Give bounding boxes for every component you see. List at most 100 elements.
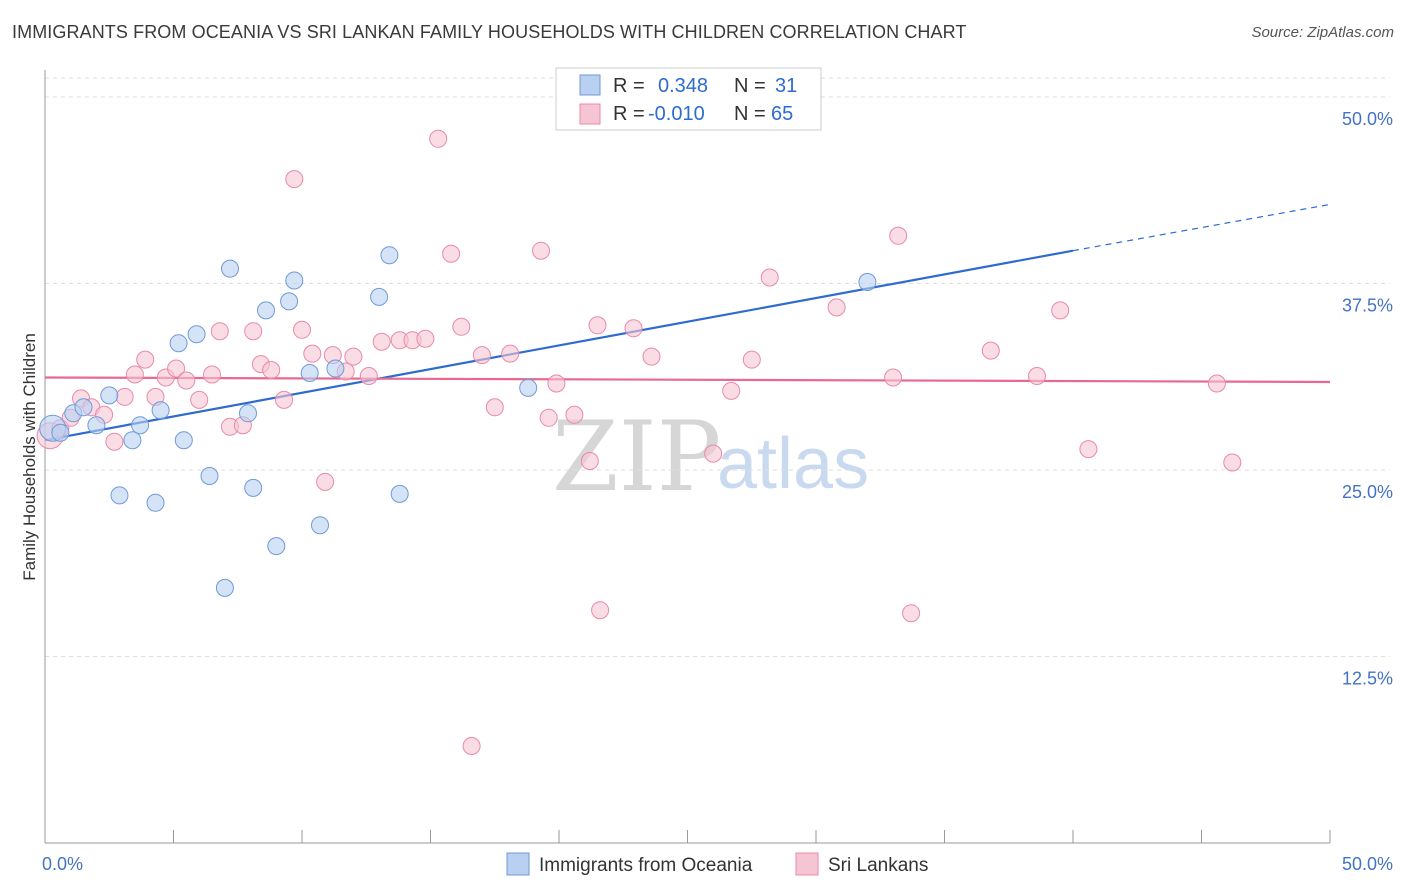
point-sri-lankans — [115, 387, 134, 406]
point-sri-lankans — [210, 322, 229, 341]
series-legend-label-oceania: Immigrants from Oceania — [539, 855, 753, 876]
trend-line-oceania — [44, 249, 1074, 442]
series-legend-swatch-sri-lankans — [795, 852, 819, 876]
point-oceania — [285, 271, 304, 290]
point-sri-lankans — [262, 361, 281, 379]
point-sri-lankans — [642, 347, 661, 366]
point-sri-lankans — [1028, 367, 1046, 385]
y-tick-label: 37.5% — [1342, 296, 1393, 316]
point-sri-lankans — [902, 604, 921, 623]
point-oceania — [123, 431, 142, 450]
point-sri-lankans — [442, 244, 461, 263]
grid — [45, 77, 1390, 657]
y-tick-label: 25.0% — [1342, 482, 1393, 502]
point-sri-lankans — [136, 350, 155, 369]
point-sri-lankans — [416, 329, 435, 348]
point-sri-lankans — [591, 601, 610, 620]
point-oceania — [51, 423, 70, 442]
point-sri-lankans — [485, 398, 504, 417]
point-sri-lankans — [889, 226, 908, 245]
point-oceania — [131, 416, 150, 435]
point-sri-lankans — [588, 316, 607, 335]
point-oceania — [370, 287, 389, 306]
point-sri-lankans — [704, 444, 723, 463]
y-tick-labels: 12.5% 25.0% 37.5% 50.0% — [1342, 109, 1393, 689]
x-tick-label: 0.0% — [42, 854, 83, 874]
point-sri-lankans — [532, 241, 550, 260]
watermark-atlas: atlas — [717, 424, 869, 504]
legend-r-value-2: -0.010 — [648, 103, 705, 125]
point-oceania — [519, 378, 538, 397]
point-sri-lankans — [760, 268, 779, 287]
point-sri-lankans — [539, 408, 558, 427]
point-sri-lankans — [303, 344, 322, 363]
point-sri-lankans — [624, 319, 643, 338]
point-sri-lankans — [203, 365, 221, 384]
point-sri-lankans — [452, 317, 471, 336]
point-oceania — [380, 246, 399, 265]
data-points — [36, 129, 1242, 755]
point-sri-lankans — [580, 452, 599, 470]
y-tick-label: 50.0% — [1342, 109, 1393, 129]
legend-r-value-1: 0.348 — [658, 75, 708, 97]
point-sri-lankans — [722, 381, 741, 400]
point-sri-lankans — [1223, 453, 1242, 472]
point-oceania — [858, 273, 877, 291]
series-legend-label-sri-lankans: Sri Lankans — [828, 855, 928, 876]
point-sri-lankans — [981, 341, 1000, 360]
point-sri-lankans — [167, 359, 186, 378]
point-sri-lankans — [429, 129, 448, 148]
point-sri-lankans — [105, 432, 124, 451]
point-sri-lankans — [472, 346, 491, 365]
legend-n-label-2: N = — [734, 103, 766, 125]
x-tick-labels: 0.0% 50.0% — [42, 854, 1393, 874]
point-oceania — [215, 578, 234, 597]
point-oceania — [200, 467, 219, 485]
point-sri-lankans — [359, 367, 378, 385]
point-sri-lankans — [190, 390, 209, 409]
point-sri-lankans — [827, 298, 846, 317]
point-oceania — [257, 301, 275, 320]
point-sri-lankans — [344, 347, 363, 366]
point-sri-lankans — [372, 332, 391, 351]
point-oceania — [280, 292, 299, 311]
x-ticks — [44, 830, 1331, 843]
legend-n-value-1: 31 — [775, 75, 797, 97]
point-oceania — [100, 386, 119, 405]
correlation-legend: R = 0.348 N = 31 R = -0.010 N = 65 — [555, 67, 822, 131]
source-label: Source: ZipAtlas.com — [1251, 24, 1394, 41]
y-axis-label: Family Households with Children — [20, 333, 39, 581]
point-sri-lankans — [1079, 440, 1098, 459]
point-oceania — [110, 486, 129, 505]
point-sri-lankans — [742, 350, 761, 369]
point-oceania — [151, 401, 170, 420]
trend-line-sri-lankans — [44, 376, 1331, 384]
point-sri-lankans — [125, 365, 144, 384]
point-sri-lankans — [565, 405, 584, 424]
point-oceania — [311, 516, 329, 535]
point-sri-lankans — [293, 320, 311, 339]
point-oceania — [300, 364, 319, 382]
point-sri-lankans — [316, 472, 335, 491]
y-tick-label: 12.5% — [1342, 669, 1393, 689]
point-oceania — [244, 478, 263, 497]
legend-n-value-2: 65 — [771, 103, 793, 125]
point-sri-lankans — [177, 371, 196, 390]
point-sri-lankans — [501, 344, 520, 363]
legend-r-label-2: R = — [613, 103, 645, 125]
trend-lines — [44, 203, 1331, 442]
point-sri-lankans — [244, 322, 263, 341]
point-oceania — [267, 537, 286, 556]
point-oceania — [326, 359, 345, 378]
point-oceania — [187, 325, 206, 344]
point-oceania — [174, 431, 193, 450]
x-tick-label: 50.0% — [1342, 854, 1393, 874]
legend-swatch-pink — [579, 103, 601, 125]
series-legend-swatch-oceania — [506, 852, 530, 876]
point-oceania — [221, 259, 239, 278]
point-oceania — [74, 398, 93, 417]
chart-title: IMMIGRANTS FROM OCEANIA VS SRI LANKAN FA… — [12, 22, 967, 42]
legend-swatch-blue — [579, 74, 601, 96]
point-sri-lankans — [884, 368, 903, 387]
